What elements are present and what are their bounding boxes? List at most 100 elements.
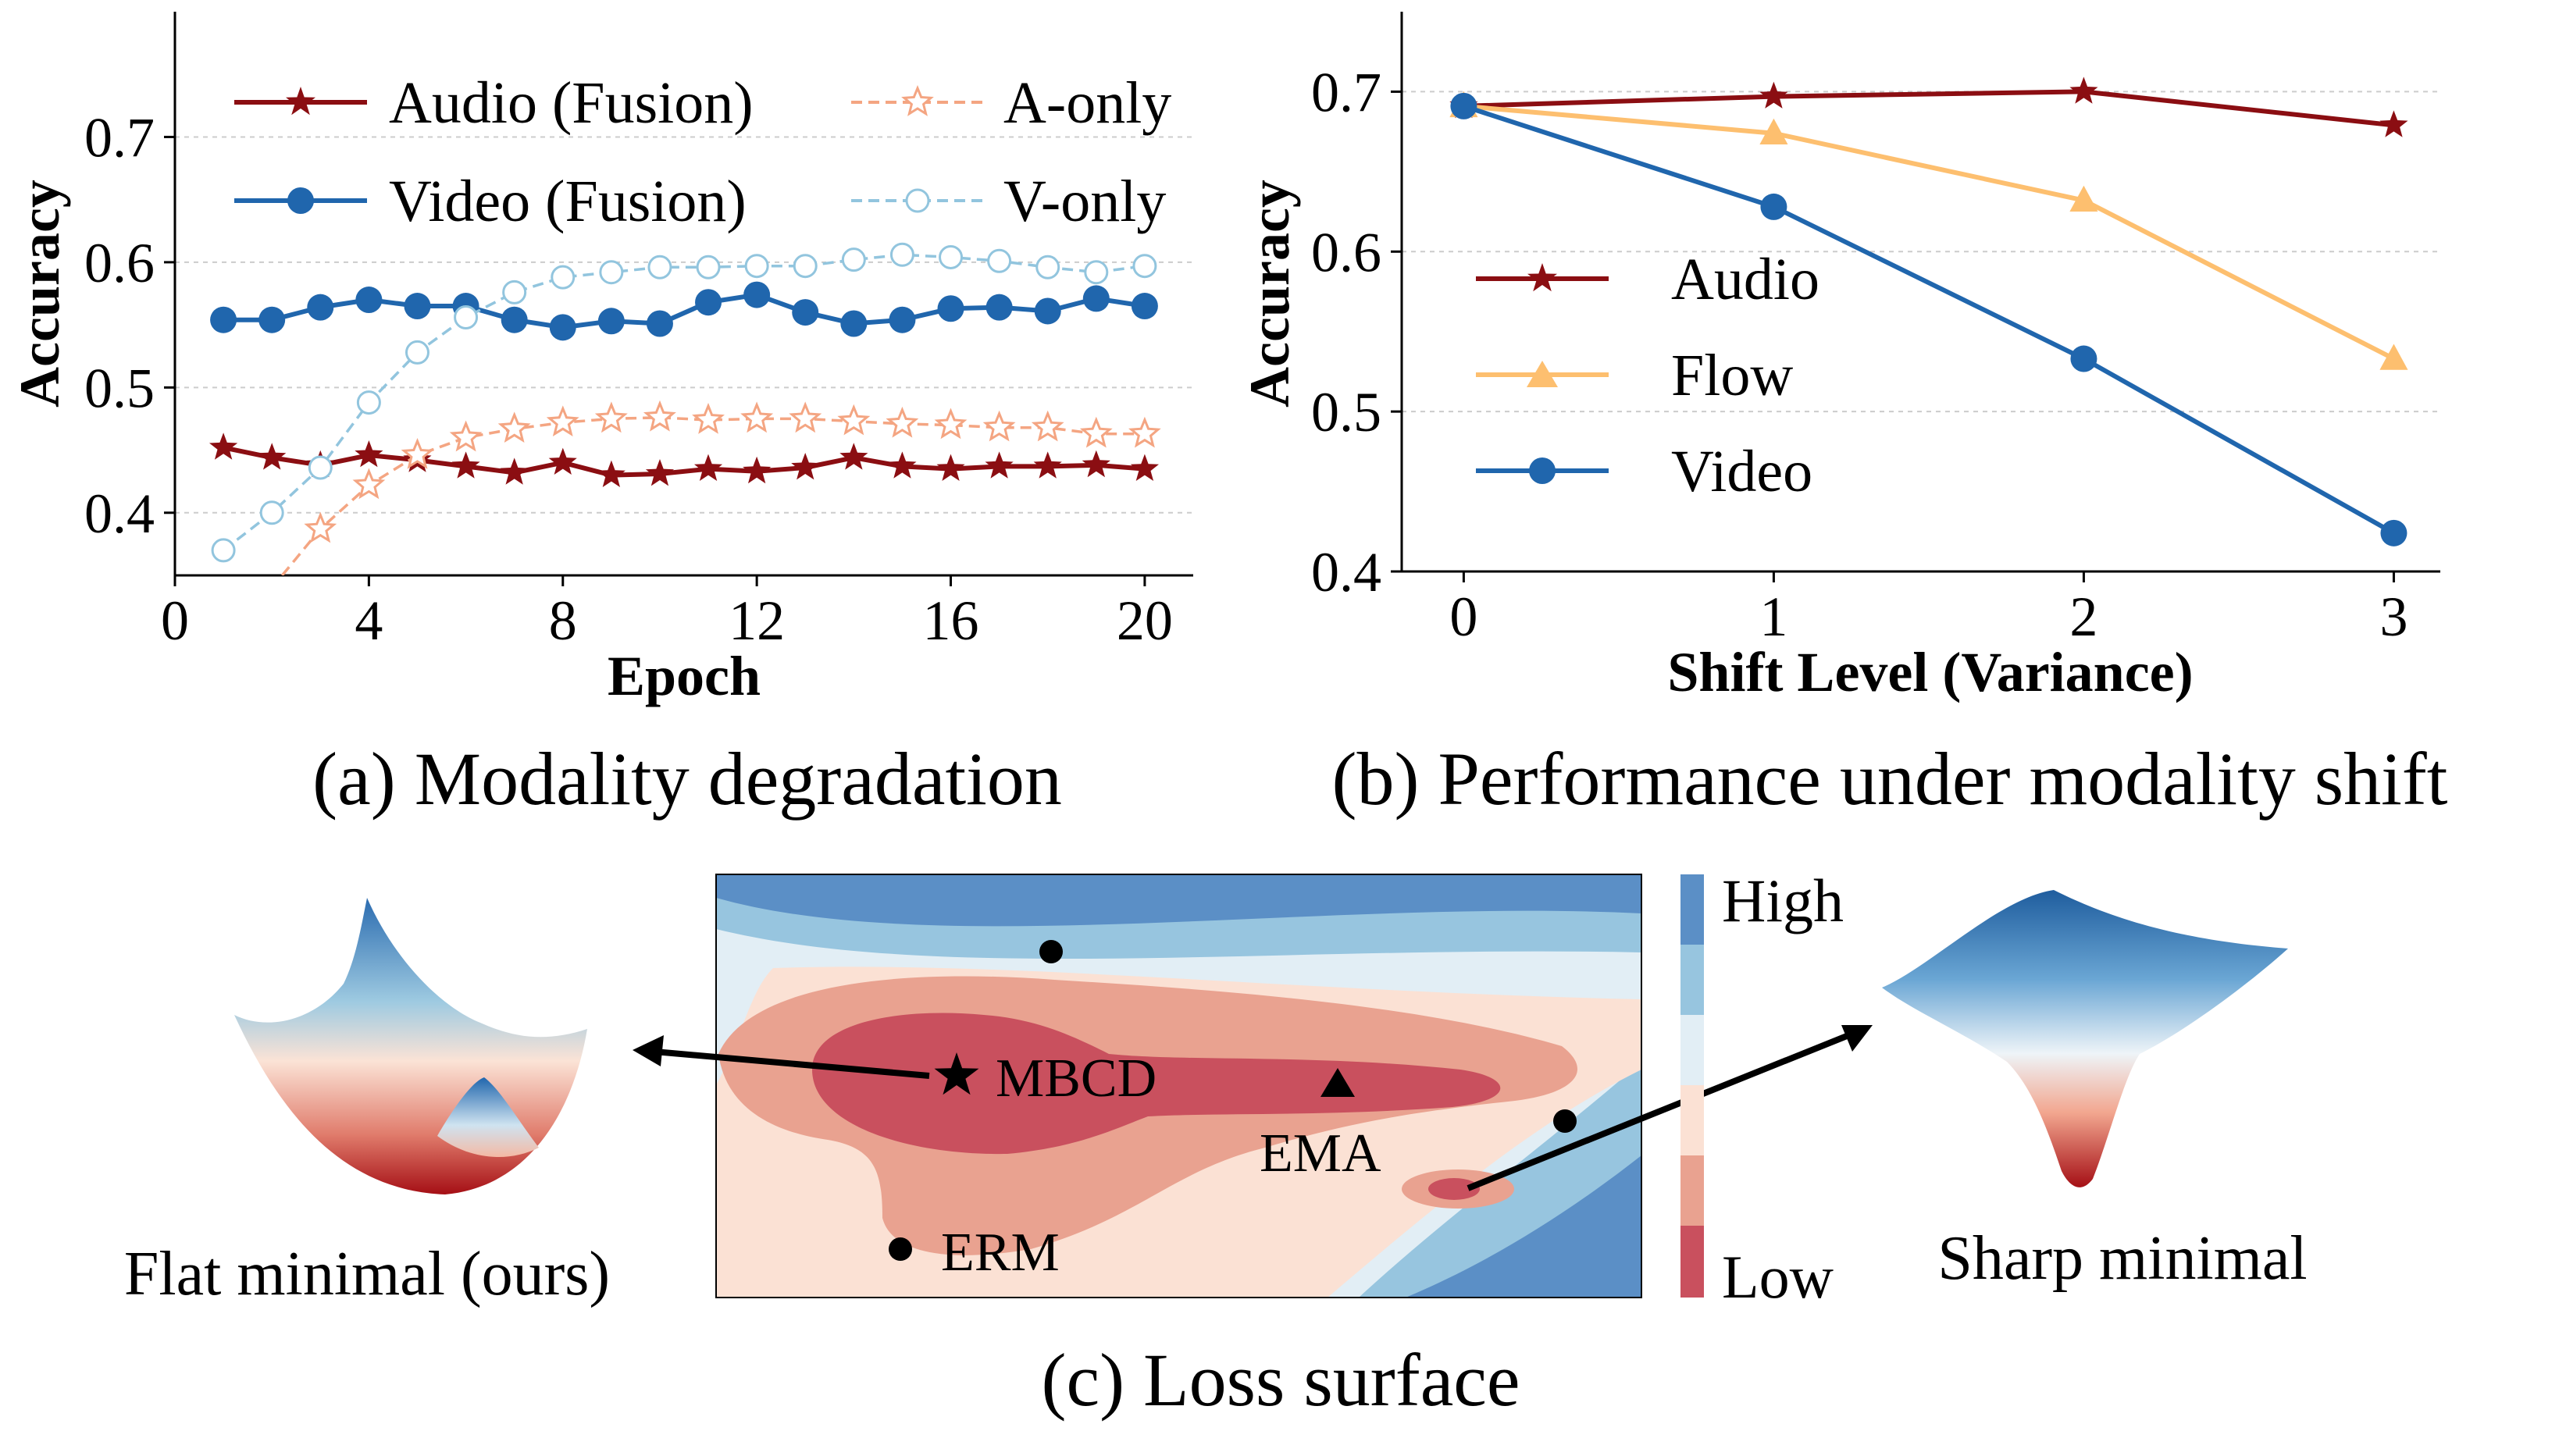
arrow-to-flat [633, 1035, 930, 1079]
data-point [645, 459, 674, 486]
data-point [355, 440, 383, 468]
data-point [594, 401, 628, 433]
panel-b-caption: (b) Performance under modality shift [1332, 737, 2448, 821]
data-point [451, 451, 480, 479]
data-point [934, 408, 968, 440]
data-point [1084, 260, 1109, 285]
panel-b-series-flow [1449, 91, 2408, 370]
data-point [1132, 254, 1157, 279]
data-point [2379, 110, 2408, 137]
panel-a-series-a-only [280, 400, 1161, 575]
data-point [210, 306, 237, 333]
data-point [743, 281, 771, 308]
panel-b-y-ticks: 0.4 0.5 0.6 0.7 [1311, 61, 1402, 603]
panel-b-series [1449, 77, 2408, 546]
y-tick-label: 0.6 [84, 232, 155, 294]
flat-minimal-label: Flat minimal (ours) [124, 1240, 610, 1308]
data-point [643, 400, 676, 432]
panel-a-gridlines [175, 136, 1193, 514]
data-point [258, 306, 286, 333]
data-point [1759, 81, 1788, 109]
panel-b-series-video [1450, 92, 2408, 546]
data-point [936, 454, 965, 481]
data-point [549, 314, 576, 341]
data-point [356, 390, 381, 415]
data-point [889, 242, 914, 267]
legend-item-audio: Audio [1476, 247, 1819, 312]
sharp-basin-inner [1428, 1178, 1480, 1200]
legend-item-video: Video [1476, 439, 1812, 504]
colorbar-level-3 [1680, 1085, 1704, 1155]
mbcd-star-marker [934, 1052, 979, 1095]
data-point [1082, 285, 1110, 312]
data-point [937, 295, 964, 322]
legend-marker-triangle [1527, 361, 1558, 387]
data-point [355, 287, 383, 314]
arrowhead-icon [1841, 1025, 1873, 1052]
data-point [352, 468, 386, 500]
x-tick-label: 20 [1117, 589, 1173, 652]
data-point [304, 511, 337, 543]
arrow-line [654, 1048, 930, 1079]
arrow-to-sharp [1467, 1025, 1873, 1191]
panel-a-x-label: Epoch [608, 645, 761, 707]
data-point [599, 260, 624, 285]
legend-label-video-fusion: Video (Fusion) [389, 169, 747, 234]
data-point [840, 310, 868, 337]
data-point [692, 403, 725, 434]
data-point [1033, 451, 1062, 479]
panel-b-x-label: Shift Level (Variance) [1667, 641, 2193, 703]
panel-c-loss-surface: Flat minimal (ours) MBCD EMA ERM [124, 867, 2308, 1422]
data-point [449, 420, 483, 452]
data-point [501, 306, 528, 333]
data-point [696, 255, 721, 279]
data-point [405, 340, 429, 365]
loss-colorbar: High Low [1680, 867, 1844, 1311]
data-point [1079, 416, 1113, 448]
colorbar-level-6 [1680, 874, 1704, 945]
data-point [2379, 344, 2408, 370]
panel-c-caption: (c) Loss surface [1041, 1338, 1520, 1422]
series-line [223, 445, 1146, 478]
sharp-minimal-label: Sharp minimal [1937, 1224, 2307, 1293]
colorbar-level-4 [1680, 1015, 1704, 1085]
panel-a-modality-degradation: 0 4 8 12 16 20 0.4 0.5 0.6 0.7 Epoch Accuracy Au… [9, 12, 1193, 821]
sharp-funnel-icon [1882, 890, 2288, 1187]
data-point [500, 457, 529, 485]
legend-item-audio-fusion: Audio (Fusion) [234, 70, 754, 136]
data-point [401, 438, 434, 469]
data-point [551, 265, 576, 290]
panel-a-caption: (a) Modality degradation [312, 737, 1062, 821]
legend-item-flow: Flow [1476, 343, 1793, 408]
x-tick-label: 8 [549, 589, 577, 652]
panel-a-x-ticks: 0 4 8 12 16 20 [161, 575, 1173, 652]
erm-label: ERM [941, 1223, 1060, 1283]
data-point [308, 455, 333, 480]
data-point [791, 453, 820, 480]
ema-label: EMA [1260, 1123, 1381, 1184]
x-tick-label: 1 [1759, 586, 1787, 648]
contour-level-1 [812, 1013, 1501, 1155]
panel-b-series-audio [1449, 77, 2408, 137]
panel-b-modality-shift: 0 1 2 3 0.4 0.5 0.6 0.7 Shift Level (Variance)… [1239, 12, 2448, 821]
panel-a-series-audio-fusion [209, 433, 1159, 487]
panel-b-x-ticks: 0 1 2 3 [1449, 571, 2408, 648]
data-point [888, 451, 917, 479]
y-tick-label: 0.4 [84, 482, 155, 545]
x-tick-label: 4 [355, 589, 383, 652]
data-point [985, 451, 1014, 479]
series-line [1463, 103, 2395, 361]
data-point [695, 289, 722, 316]
data-point [1034, 297, 1061, 325]
unlabeled-point-marker [1553, 1109, 1577, 1133]
data-point [743, 456, 772, 484]
flat-minimal-surface: Flat minimal (ours) [124, 898, 610, 1308]
colorbar-level-1 [1680, 1226, 1704, 1298]
legend-marker-open-circle [905, 188, 930, 213]
x-tick-label: 2 [2069, 586, 2097, 648]
data-point [1031, 410, 1064, 442]
mbcd-label: MBCD [996, 1048, 1157, 1109]
data-point [1760, 193, 1787, 220]
data-point [987, 248, 1012, 273]
